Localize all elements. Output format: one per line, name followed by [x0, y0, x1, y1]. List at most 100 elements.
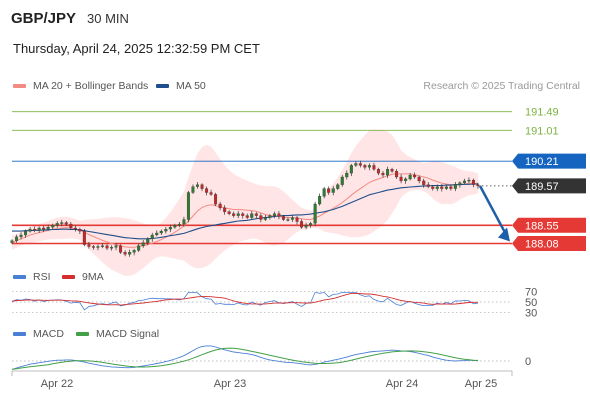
candle-bear	[300, 221, 304, 228]
legend-rsi-label: RSI	[33, 271, 51, 283]
candle-bull	[404, 178, 408, 181]
candle-bull	[51, 225, 55, 228]
timeframe-label: 30 MIN	[87, 11, 129, 26]
projection-arrow	[478, 185, 508, 236]
legend-macd-signal-label: MACD Signal	[96, 328, 160, 340]
legend-macd-signal-swatch	[76, 332, 89, 336]
candle-bull	[268, 215, 272, 218]
projection-arrowhead	[498, 227, 510, 242]
candle-bull	[467, 179, 471, 182]
candle-bear	[399, 176, 403, 182]
candle-bear	[422, 180, 426, 185]
legend-ma20-label: MA 20 + Bollinger Bands	[33, 80, 149, 92]
candle-bear	[200, 184, 204, 189]
candle-bull	[272, 213, 276, 216]
candle-bear	[417, 176, 421, 182]
candle-bull	[286, 219, 290, 221]
level-label-resistance-1: 191.01	[525, 125, 559, 137]
candle-bull	[168, 227, 172, 230]
candle-bear	[209, 192, 213, 195]
candle-bull	[309, 223, 313, 226]
candle-bull	[191, 186, 195, 193]
candle-bull	[236, 213, 240, 216]
candle-bull	[435, 186, 439, 189]
candle-bull	[195, 184, 199, 187]
legend-9ma: 9MA	[62, 271, 104, 283]
candle-bull	[318, 196, 322, 205]
candle-bear	[372, 165, 376, 170]
candle-bull	[177, 223, 181, 226]
candle-bear	[277, 213, 281, 217]
candle-bull	[354, 163, 358, 166]
candle-bear	[390, 169, 394, 172]
candle-bear	[42, 227, 46, 230]
candle-bull	[304, 225, 308, 228]
candle-bull	[250, 213, 254, 218]
symbol-title: GBP/JPY	[11, 10, 77, 27]
level-tag-pivot	[512, 153, 586, 169]
candle-bear	[363, 165, 367, 168]
candle-bull	[100, 245, 104, 247]
rsi-level-label-50: 50	[525, 297, 537, 309]
candle-bull	[340, 176, 344, 185]
candle-bull	[164, 229, 168, 232]
candle-bull	[159, 230, 163, 234]
candle-bear	[395, 171, 399, 178]
ma20-line	[11, 173, 479, 248]
candle-bull	[141, 242, 145, 246]
candle-bull	[462, 180, 466, 183]
candle-bear	[245, 215, 249, 218]
candle-bear	[123, 252, 127, 255]
candle-bear	[73, 227, 77, 230]
candle-bear	[241, 213, 245, 216]
candle-bull	[345, 172, 349, 178]
candle-bull	[150, 234, 154, 240]
candle-bull	[110, 247, 114, 249]
candle-bull	[55, 223, 59, 226]
candle-bear	[413, 174, 417, 178]
candle-bear	[259, 215, 263, 220]
candle-bear	[431, 186, 435, 189]
candle-bull	[15, 236, 19, 241]
candle-bull	[37, 227, 41, 231]
candle-bull	[24, 230, 28, 236]
legend-macd: MACD	[13, 328, 64, 340]
candle-bull	[453, 184, 457, 189]
candle-bear	[476, 184, 480, 187]
level-label-current-price: 189.57	[525, 181, 559, 193]
level-tag-support-1	[512, 217, 586, 233]
candle-bear	[105, 245, 109, 249]
legend-9ma-swatch	[62, 275, 75, 279]
candle-bear	[327, 188, 331, 193]
legend-rsi-swatch	[13, 275, 26, 279]
candle-bear	[64, 222, 68, 225]
candle-bull	[155, 232, 159, 236]
legend-macd-swatch	[13, 332, 26, 336]
candle-bear	[82, 230, 86, 245]
candle-bear	[232, 213, 236, 216]
rsi-level-label-70: 70	[525, 286, 537, 298]
candle-bear	[218, 203, 222, 209]
candle-bull	[186, 192, 190, 220]
legend-ma20: MA 20 + Bollinger Bands	[13, 80, 148, 92]
level-label-support-1: 188.55	[525, 220, 559, 232]
candle-bull	[46, 227, 50, 230]
legend-macd-label: MACD	[33, 328, 64, 340]
candle-bear	[471, 179, 475, 185]
macd-signal-line	[11, 347, 479, 370]
candle-bear	[205, 188, 209, 193]
candle-bear	[254, 213, 258, 216]
candle-bear	[376, 169, 380, 174]
rsi-line	[11, 291, 479, 311]
candle-bear	[223, 207, 227, 212]
candle-bear	[214, 194, 218, 205]
candle-bull	[367, 165, 371, 168]
candle-bull	[313, 203, 317, 224]
candle-bear	[91, 246, 95, 248]
candle-bull	[96, 246, 100, 248]
candle-bull	[60, 222, 64, 224]
candle-bull	[28, 229, 32, 232]
candle-bull	[128, 252, 132, 255]
candle-bear	[426, 184, 430, 187]
